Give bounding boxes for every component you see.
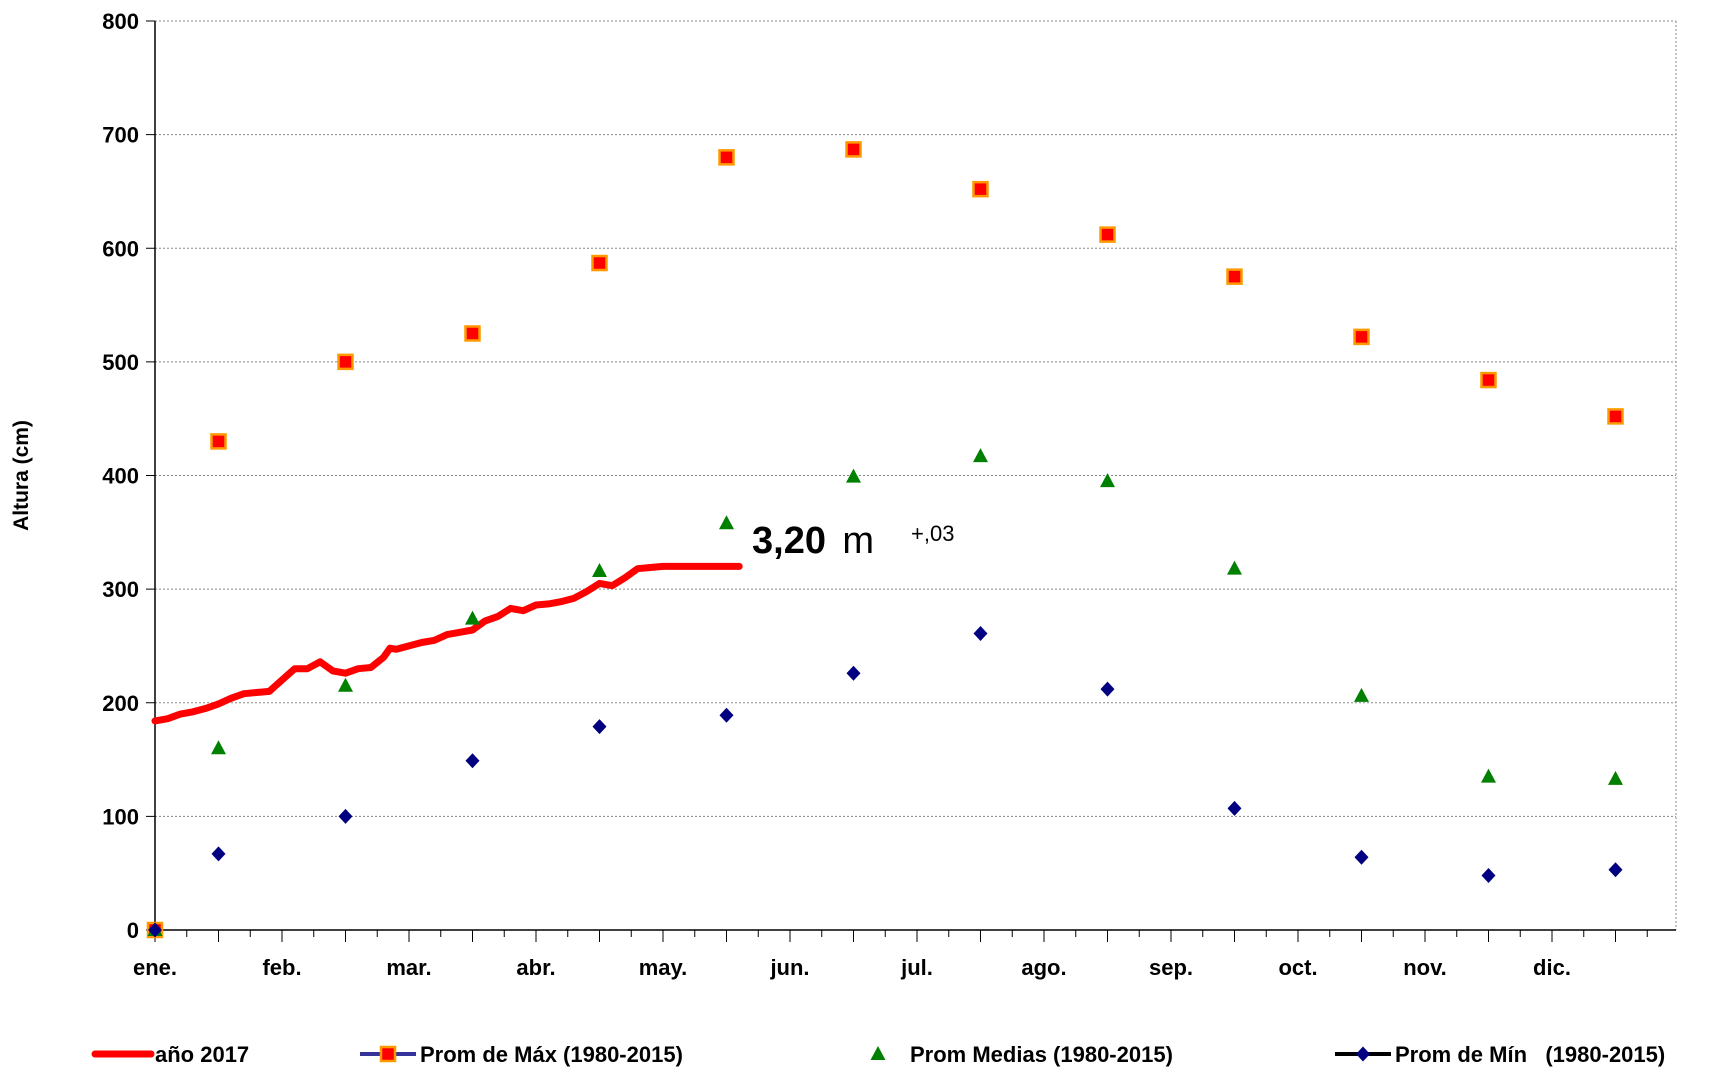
y-tick-label: 700 (102, 123, 139, 148)
legend-swatch (1356, 1046, 1370, 1062)
x-tick-label: nov. (1403, 955, 1447, 980)
annotation-label: 3,20 m (752, 520, 874, 562)
data-point-diamond (973, 625, 988, 641)
data-point-square (1099, 226, 1116, 243)
data-point-triangle (1481, 768, 1496, 783)
data-point-diamond (592, 719, 607, 735)
data-point-square (1353, 328, 1370, 346)
data-point-triangle (338, 677, 353, 692)
y-tick-label: 300 (102, 577, 139, 602)
data-point-diamond (1100, 681, 1115, 697)
data-point-diamond (846, 665, 861, 681)
legend-label: Prom de Mín (1980-2015) (1395, 1042, 1665, 1067)
data-point-square (845, 141, 862, 158)
data-point-diamond (1608, 862, 1623, 878)
y-tick-label: 800 (102, 9, 139, 34)
y-tick-label: 200 (102, 691, 139, 716)
y-tick-label: 0 (127, 918, 139, 943)
data-point-triangle (1100, 473, 1115, 488)
x-tick-label: oct. (1278, 955, 1317, 980)
axes-layer: 0 100 200 300 400 500 600 700 800 ene. feb. mar. abr… (10, 9, 1676, 980)
legend-label: año 2017 (155, 1042, 249, 1067)
annotation-delta: +,03 (911, 521, 954, 546)
x-tick-label: abr. (516, 955, 555, 980)
data-point-square (210, 433, 227, 450)
data-point-square (1480, 371, 1497, 389)
data-point-square (718, 149, 735, 166)
data-point-triangle (592, 562, 607, 577)
data-point-square (1607, 408, 1624, 425)
x-tick-label: ago. (1021, 955, 1066, 980)
series-layer (146, 141, 1624, 939)
data-point-diamond (719, 707, 734, 723)
y-axis-label: Altura (cm) (10, 420, 33, 531)
data-point-diamond (211, 846, 226, 862)
x-tick-label: mar. (386, 955, 431, 980)
data-point-triangle (719, 515, 734, 530)
data-point-square (464, 325, 481, 342)
data-point-triangle (1227, 560, 1242, 575)
y-tick-label: 400 (102, 464, 139, 489)
legend-swatch (379, 1045, 397, 1063)
data-point-diamond (1354, 849, 1369, 865)
x-tick-label: dic. (1533, 955, 1571, 980)
data-point-diamond (148, 922, 162, 938)
data-point-triangle (465, 610, 480, 625)
series-line-ano-2017 (151, 562, 743, 725)
x-tick-label: feb. (262, 955, 301, 980)
x-tick-label: sep. (1149, 955, 1193, 980)
data-point-diamond (338, 808, 353, 824)
x-tick-label: jun. (769, 955, 809, 980)
legend-swatch (870, 1046, 886, 1060)
grid-layer (155, 20, 1677, 930)
annotation-unit: m (842, 520, 874, 562)
annotation-layer: 3,20 m +,03 (752, 520, 954, 562)
x-tick-label: jul. (900, 955, 933, 980)
data-point-square (972, 180, 989, 198)
y-tick-label: 600 (102, 236, 139, 261)
annotation-value: 3,20 (752, 520, 826, 562)
data-point-triangle (1608, 770, 1623, 785)
legend-label: Prom de Máx (1980-2015) (420, 1042, 683, 1067)
x-tick-label: may. (639, 955, 688, 980)
data-point-diamond (465, 753, 480, 769)
data-point-square (337, 353, 354, 371)
x-tick-label: ene. (133, 955, 177, 980)
data-point-triangle (1354, 687, 1369, 702)
y-tick-label: 500 (102, 350, 139, 375)
data-point-triangle (973, 448, 988, 463)
y-tick-label: 100 (102, 804, 139, 829)
data-point-square (1226, 268, 1243, 285)
data-point-triangle (211, 740, 226, 755)
legend-label: Prom Medias (1980-2015) (910, 1042, 1173, 1067)
data-point-square (591, 254, 608, 272)
data-point-diamond (1481, 867, 1496, 883)
data-point-triangle (846, 468, 861, 483)
data-point-diamond (1227, 800, 1242, 816)
legend: año 2017 Prom de Máx (1980-2015) Prom Medi… (91, 1042, 1665, 1067)
